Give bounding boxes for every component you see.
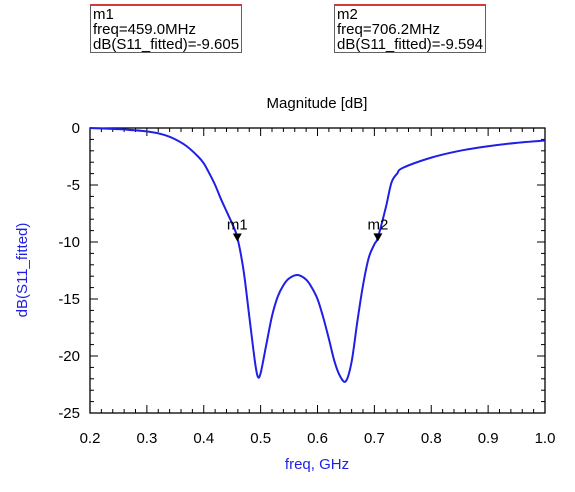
y-tick-label: -5 (67, 177, 80, 194)
marker-value: dB(S11_fitted)=-9.605 (93, 36, 240, 53)
x-tick-label: 0.4 (193, 430, 214, 447)
y-tick-labels: 0 -5 -10 -15 -20 -25 (58, 120, 80, 422)
marker-name: m2 (337, 6, 358, 23)
x-tick-labels: 0.2 0.3 0.4 0.5 0.6 0.7 0.8 0.9 1.0 (80, 430, 556, 447)
marker-name: m1 (93, 6, 114, 23)
marker-label-m2: m2 (367, 216, 388, 233)
marker-triangle-m1 (232, 233, 242, 242)
y-tick-label: -10 (58, 234, 80, 251)
marker-triangle-m2 (373, 233, 383, 242)
marker-readout-m2: m2 freq=706.2MHz dB(S11_fitted)=-9.594 (334, 4, 487, 53)
y-tick-label: 0 (72, 120, 80, 137)
x-tick-label: 0.2 (80, 430, 101, 447)
y-tick-label: -25 (58, 405, 80, 422)
x-tick-label: 0.8 (421, 430, 442, 447)
marker-label-m1: m1 (227, 216, 248, 233)
curve-markers: m1 m2 (227, 216, 388, 242)
x-axis-title: freq, GHz (285, 456, 349, 473)
marker-readout-m1: m1 freq=459.0MHz dB(S11_fitted)=-9.605 (90, 4, 243, 53)
x-tick-label: 0.5 (250, 430, 271, 447)
marker-freq: freq=459.0MHz (93, 21, 196, 38)
x-tick-label: 0.6 (307, 430, 328, 447)
x-tick-label: 0.7 (364, 430, 385, 447)
y-axis-title: dB(S11_fitted) (14, 223, 31, 318)
marker-value: dB(S11_fitted)=-9.594 (337, 36, 484, 53)
x-tick-label: 1.0 (535, 430, 556, 447)
x-tick-label: 0.3 (136, 430, 157, 447)
series-line (89, 127, 546, 383)
x-tick-label: 0.9 (478, 430, 499, 447)
chart-title: Magnitude [dB] (267, 95, 368, 112)
y-tick-label: -15 (58, 291, 80, 308)
y-tick-label: -20 (58, 348, 80, 365)
marker-freq: freq=706.2MHz (337, 21, 440, 38)
tick-marks (89, 127, 546, 414)
plot-frame (89, 127, 546, 414)
